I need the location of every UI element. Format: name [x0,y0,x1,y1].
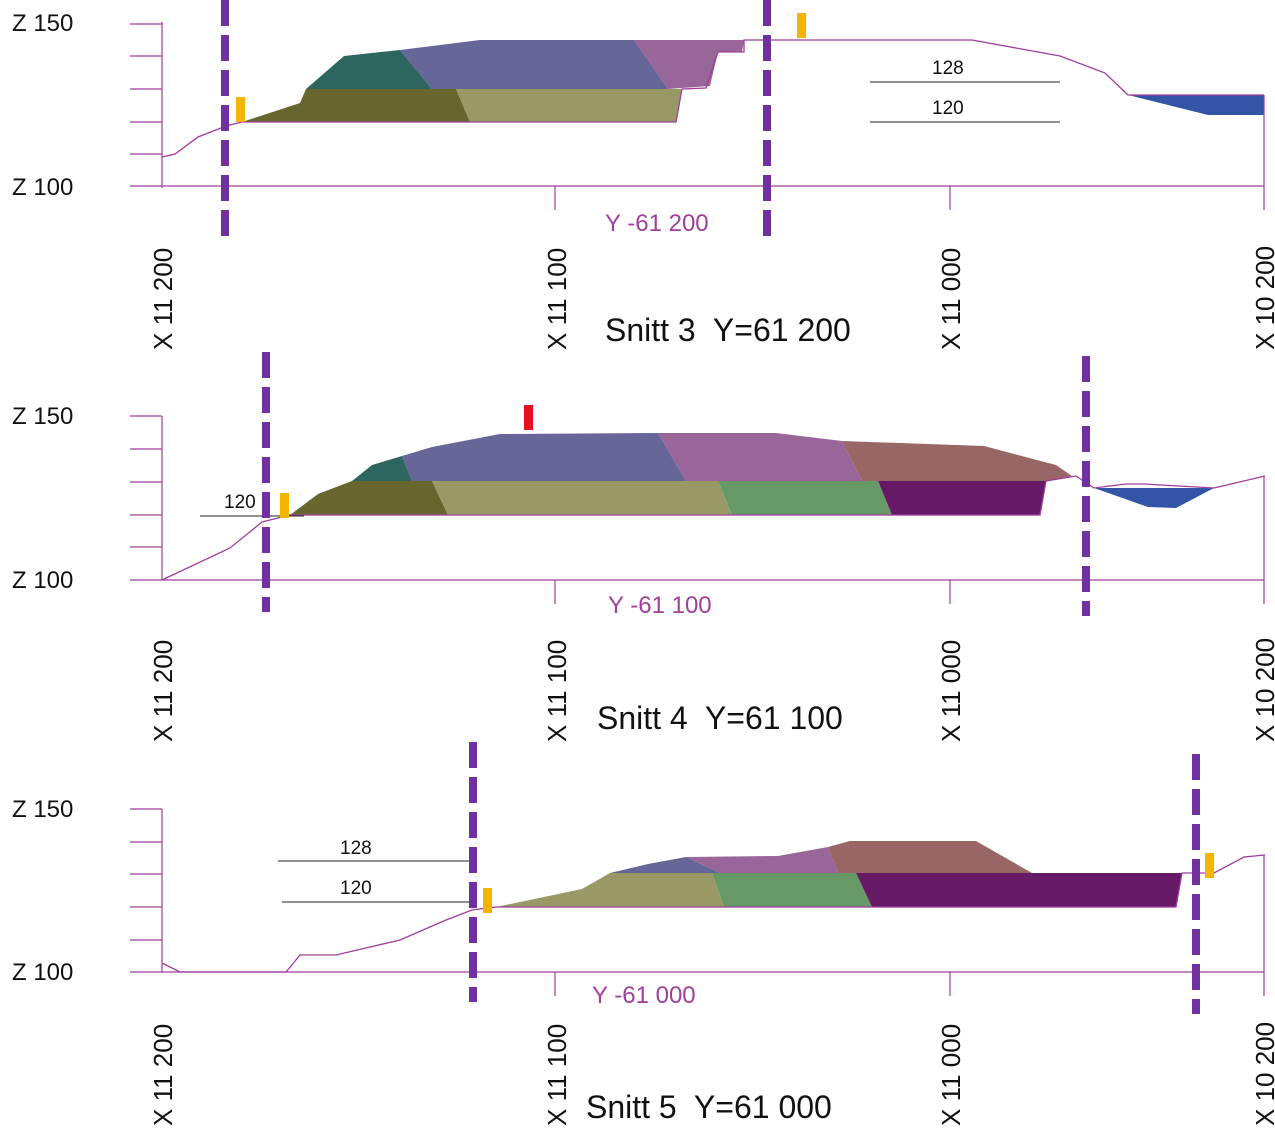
terrain-line [161,475,1266,581]
z-label-100: Z 100 [12,567,73,594]
x-label-2: X 11 100 [542,248,572,350]
z-ticks [130,808,1265,996]
fill-olive [496,873,724,907]
fill-teal [352,456,412,481]
z-label-100: Z 100 [12,959,73,986]
fill-teal [306,50,432,89]
section-title: Snitt 4 Y=61 100 [597,700,843,736]
level-label-120: 120 [932,98,964,119]
level-label-120: 120 [340,878,372,899]
fill-olive [432,481,732,515]
x-label-2: X 11 100 [542,640,572,742]
section-4: 120 Z 150 Z 100 Y -61 100 X 11 200 X 11 … [12,352,1275,742]
fill-plum [856,873,1182,907]
y-label: Y -61 000 [592,982,696,1009]
section-title: Snitt 3 Y=61 200 [605,312,851,348]
fill-rose [828,841,1032,873]
x-label-3: X 11 000 [936,640,966,742]
x-label-3: X 11 000 [936,248,966,350]
marker-yellow [1205,853,1214,878]
z-label-150: Z 150 [12,10,73,37]
y-label: Y -61 100 [608,592,712,619]
x-label-4: X 10 200 [1250,246,1275,350]
x-label-3: X 11 000 [936,1024,966,1126]
fill-mauve [686,847,838,873]
z-ticks [130,415,1265,604]
z-label-150: Z 150 [12,796,73,823]
fill-olive [456,89,682,122]
x-label-2: X 11 100 [542,1024,572,1126]
level-label-120: 120 [224,492,256,513]
z-label-150: Z 150 [12,403,73,430]
fill-blue [400,40,668,89]
fill-mauve [634,40,744,89]
fill-mauve [658,433,862,481]
marker-yellow [236,97,245,122]
fill-dark-olive [290,481,448,515]
terrain-line [161,39,1264,158]
fill-plum [878,481,1046,515]
x-label-1: X 11 200 [148,248,178,350]
marker-yellow [797,13,806,38]
marker-yellow [280,493,289,518]
level-label-128: 128 [340,838,372,859]
section-title: Snitt 5 Y=61 000 [586,1089,832,1125]
z-label-100: Z 100 [12,174,73,201]
fill-green [712,873,872,907]
x-label-4: X 10 200 [1250,638,1275,742]
fill-blue [610,857,720,873]
fill-blue [402,433,686,481]
x-label-4: X 10 200 [1250,1022,1275,1126]
fill-water [1094,488,1214,508]
fill-dark-olive [242,89,470,122]
section-3: 128 120 Z 150 Z 100 Y -61 200 X 11 200 X… [12,0,1275,350]
x-label-1: X 11 200 [148,1024,178,1126]
marker-yellow [483,888,492,913]
fill-green [718,481,892,515]
y-label: Y -61 200 [605,210,709,237]
level-label-128: 128 [932,58,964,79]
fill-water [1128,95,1264,115]
marker-red [524,405,533,430]
z-ticks [130,23,1265,210]
x-label-1: X 11 200 [148,640,178,742]
section-5: 128 120 Z 150 Z 100 Y -61 000 X 11 200 X… [12,742,1275,1126]
fill-rose [842,441,1072,481]
